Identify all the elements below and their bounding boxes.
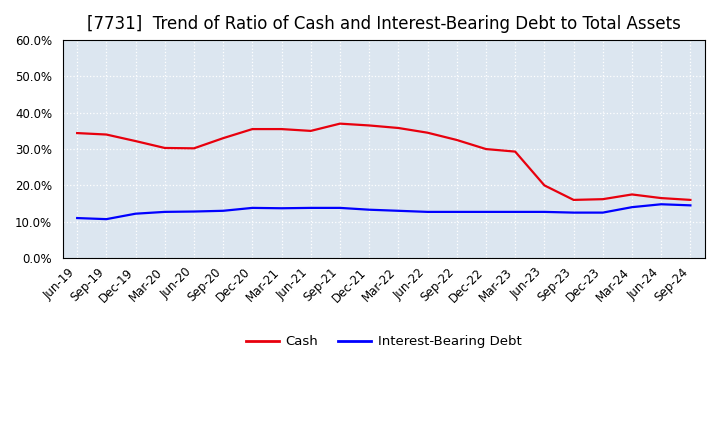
Title: [7731]  Trend of Ratio of Cash and Interest-Bearing Debt to Total Assets: [7731] Trend of Ratio of Cash and Intere… xyxy=(87,15,680,33)
Legend: Cash, Interest-Bearing Debt: Cash, Interest-Bearing Debt xyxy=(240,330,527,353)
